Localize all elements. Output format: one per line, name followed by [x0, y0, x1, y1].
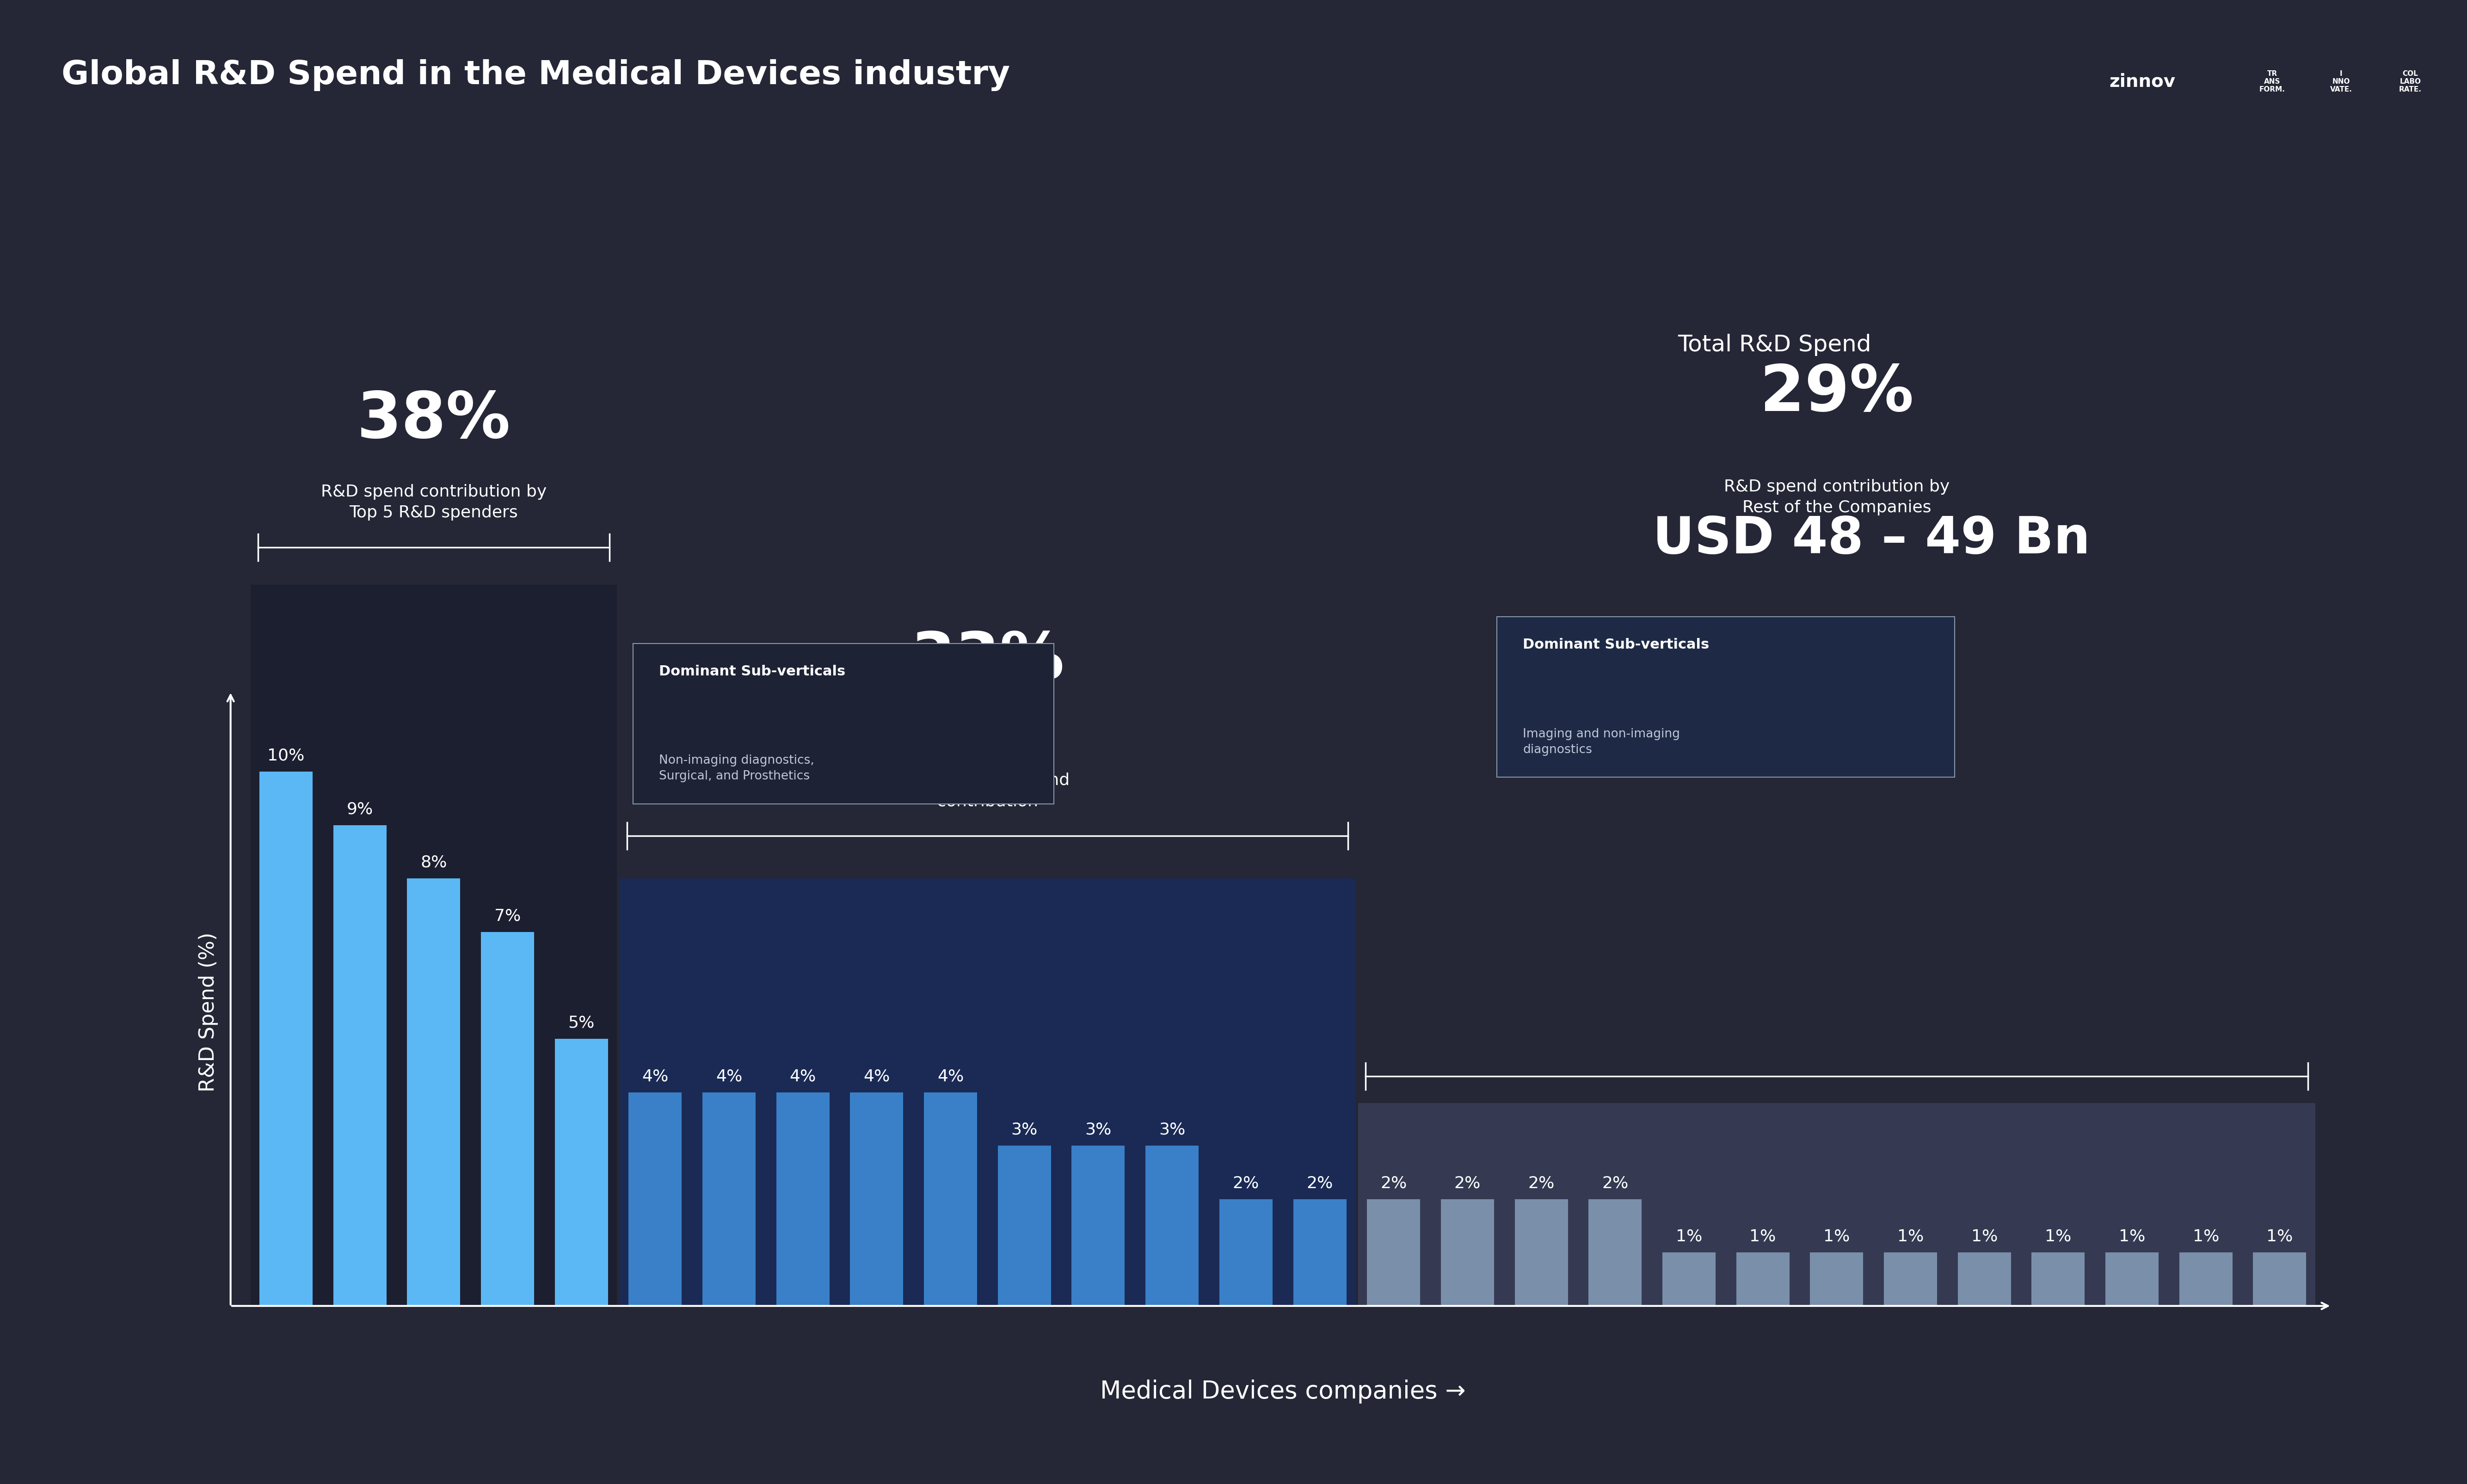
Bar	[1293, 1199, 1347, 1306]
Text: 1%: 1%	[2045, 1229, 2072, 1245]
Text: 38%: 38%	[358, 389, 511, 451]
Text: Global R&D Spend in the Medical Devices industry: Global R&D Spend in the Medical Devices …	[62, 59, 1009, 91]
Text: zinnov: zinnov	[2109, 73, 2176, 91]
Text: 1%: 1%	[1897, 1229, 1924, 1245]
Text: 1%: 1%	[2119, 1229, 2146, 1245]
Bar	[407, 879, 461, 1306]
Bar	[1959, 1252, 2011, 1306]
Text: 2%: 2%	[1308, 1175, 1332, 1192]
Text: 2%: 2%	[1234, 1175, 1258, 1192]
Text: Imaging and non-imaging
diagnostics: Imaging and non-imaging diagnostics	[1522, 729, 1680, 755]
Text: Total R&D Spend: Total R&D Spend	[1678, 334, 1870, 356]
Text: 8%: 8%	[419, 855, 447, 871]
Text: 1%: 1%	[1971, 1229, 1998, 1245]
Bar	[777, 1092, 829, 1306]
Text: 4%: 4%	[789, 1068, 817, 1085]
Text: 2%: 2%	[1527, 1175, 1554, 1192]
Text: 3%: 3%	[1085, 1122, 1113, 1138]
Text: R&D Spend (%): R&D Spend (%)	[197, 932, 220, 1092]
Text: Dominant Sub-verticals: Dominant Sub-verticals	[1522, 638, 1710, 651]
Bar	[1885, 1252, 1937, 1306]
Text: Dominant Sub-verticals: Dominant Sub-verticals	[659, 665, 846, 678]
Bar	[2252, 1252, 2307, 1306]
Text: Next 10 R&D spend
contribution: Next 10 R&D spend contribution	[905, 773, 1071, 809]
Bar	[1515, 1199, 1569, 1306]
Text: I
NNO
VATE.: I NNO VATE.	[2331, 70, 2351, 93]
Text: 4%: 4%	[715, 1068, 743, 1085]
Bar	[1219, 1199, 1273, 1306]
Text: 1%: 1%	[1823, 1229, 1850, 1245]
Text: 5%: 5%	[567, 1015, 595, 1031]
Bar	[555, 1039, 607, 1306]
Bar	[481, 932, 533, 1306]
Bar	[629, 1092, 681, 1306]
Bar	[1145, 1146, 1199, 1306]
Text: USD 48 – 49 Bn: USD 48 – 49 Bn	[1653, 515, 2090, 564]
Bar	[851, 1092, 903, 1306]
Text: 1%: 1%	[1675, 1229, 1702, 1245]
Text: Non-imaging diagnostics,
Surgical, and Prosthetics: Non-imaging diagnostics, Surgical, and P…	[659, 755, 814, 782]
Text: 9%: 9%	[345, 801, 373, 818]
Text: 2%: 2%	[1382, 1175, 1406, 1192]
Bar	[2104, 1252, 2159, 1306]
Text: TR
ANS
FORM.: TR ANS FORM.	[2260, 70, 2284, 93]
Bar	[259, 772, 313, 1306]
Text: 4%: 4%	[937, 1068, 965, 1085]
Bar	[1737, 1252, 1789, 1306]
Bar	[703, 1092, 755, 1306]
Text: 1%: 1%	[1749, 1229, 1776, 1245]
Text: COL
LABO
RATE.: COL LABO RATE.	[2398, 70, 2423, 93]
Bar	[1811, 1252, 1863, 1306]
Bar	[997, 1146, 1051, 1306]
Bar	[1663, 1252, 1715, 1306]
Text: 3%: 3%	[1011, 1122, 1039, 1138]
Bar	[925, 1092, 977, 1306]
Bar	[1441, 1199, 1495, 1306]
Text: 2%: 2%	[1601, 1175, 1628, 1192]
FancyBboxPatch shape	[634, 644, 1053, 804]
Bar	[1071, 1146, 1125, 1306]
Text: 4%: 4%	[863, 1068, 891, 1085]
Text: 10%: 10%	[266, 748, 303, 764]
Bar	[1589, 1199, 1641, 1306]
Text: 1%: 1%	[2193, 1229, 2220, 1245]
Text: 33%: 33%	[910, 629, 1063, 692]
Text: 4%: 4%	[641, 1068, 669, 1085]
Bar	[333, 825, 387, 1306]
Text: 1%: 1%	[2267, 1229, 2292, 1245]
FancyBboxPatch shape	[1497, 617, 1954, 778]
Bar	[2033, 1252, 2085, 1306]
Bar	[252, 585, 617, 1306]
Text: R&D spend contribution by
Rest of the Companies: R&D spend contribution by Rest of the Co…	[1724, 479, 1949, 515]
Bar	[1367, 1199, 1421, 1306]
Text: 29%: 29%	[1759, 362, 1914, 424]
Text: 2%: 2%	[1453, 1175, 1480, 1192]
Bar	[2178, 1252, 2233, 1306]
Text: 7%: 7%	[493, 908, 521, 925]
Bar	[1359, 1103, 2314, 1306]
Text: Medical Devices companies →: Medical Devices companies →	[1100, 1380, 1465, 1404]
Bar	[619, 879, 1354, 1306]
Text: 3%: 3%	[1159, 1122, 1184, 1138]
Text: R&D spend contribution by
Top 5 R&D spenders: R&D spend contribution by Top 5 R&D spen…	[321, 484, 548, 521]
